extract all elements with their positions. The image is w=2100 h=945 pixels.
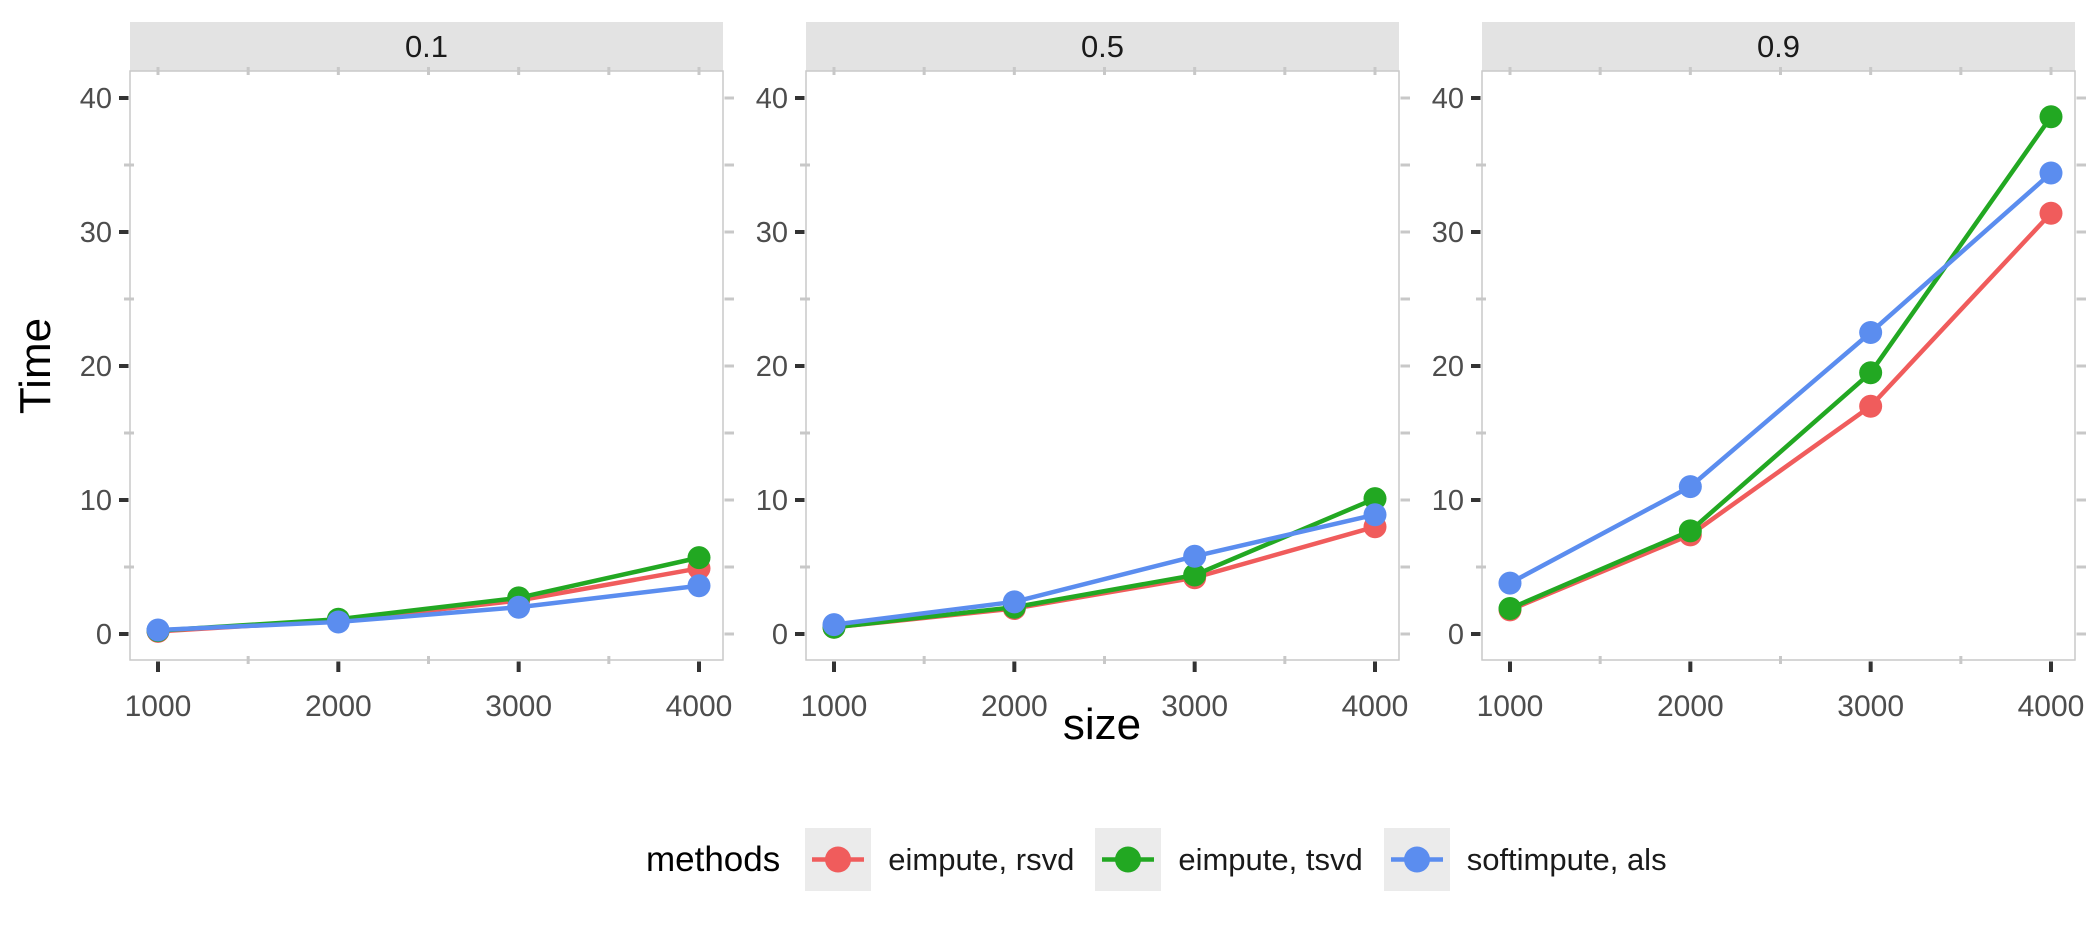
x-tick-label: 2000 — [1657, 690, 1724, 723]
series-softimpute-als — [822, 503, 1387, 637]
y-tick-label: 30 — [756, 217, 788, 249]
series-line — [157, 583, 700, 633]
x-tick-label: 4000 — [1342, 690, 1409, 723]
y-tick-label: 30 — [80, 217, 112, 249]
series-line — [1509, 115, 2053, 611]
series-line — [1509, 211, 2053, 612]
series-eimpute-tsvd — [1498, 105, 2063, 621]
legend-key-point — [1115, 846, 1142, 873]
y-tick-label: 40 — [1432, 83, 1464, 115]
x-tick-label: 4000 — [666, 690, 733, 723]
y-axis-title: Time — [11, 317, 60, 415]
x-tick-label: 1000 — [125, 690, 192, 723]
facet-0.1: 0.1 0 10 20 30 40 1000 2000 3000 4000 — [80, 22, 734, 723]
y-tick-label: 40 — [756, 83, 788, 115]
legend-key-point — [1403, 846, 1430, 873]
x-tick-label: 3000 — [1837, 690, 1904, 723]
data-point — [146, 618, 170, 642]
legend-item-eimpute-rsvd: eimpute, rsvd — [805, 828, 1074, 891]
data-point — [1002, 590, 1026, 614]
data-point — [507, 595, 531, 619]
data-point — [2039, 201, 2063, 225]
data-point — [687, 546, 711, 570]
y-tick-label: 0 — [1448, 619, 1464, 651]
y-tick-label: 10 — [80, 485, 112, 517]
panel-background — [1481, 70, 2076, 661]
y-tick-label: 40 — [80, 83, 112, 115]
data-point — [1859, 361, 1883, 385]
series-softimpute-als — [1498, 161, 2063, 595]
facet-0.5: 0.5 0 10 20 30 40 1000 2000 3000 4000 — [756, 22, 1410, 723]
y-tick-label: 20 — [1432, 351, 1464, 383]
data-point — [1859, 394, 1883, 418]
facet-strip-label: 0.5 — [1081, 29, 1124, 64]
data-point — [1678, 519, 1702, 543]
data-point — [1183, 563, 1207, 587]
data-point — [2039, 161, 2063, 185]
legend-item-eimpute-tsvd: eimpute, tsvd — [1095, 828, 1363, 891]
y-tick-label: 20 — [80, 351, 112, 383]
x-tick-label: 1000 — [1477, 690, 1544, 723]
series-line — [1508, 171, 2053, 586]
data-point — [687, 574, 711, 598]
x-tick-label: 2000 — [981, 690, 1048, 723]
legend-label: softimpute, als — [1466, 841, 1667, 877]
y-tick-label: 20 — [756, 351, 788, 383]
facet-strip-label: 0.9 — [1757, 29, 1800, 64]
legend-key-point — [825, 846, 852, 873]
data-point — [1363, 487, 1387, 511]
legend-label: eimpute, tsvd — [1178, 841, 1363, 877]
legend-title: methods — [646, 839, 781, 879]
data-point — [1859, 321, 1883, 344]
y-tick-label: 0 — [96, 619, 112, 651]
data-point — [1498, 597, 1522, 621]
facet-strip-label: 0.1 — [405, 29, 448, 64]
x-tick-label: 1000 — [801, 690, 868, 723]
legend: methods eimpute, rsvd eimpute, tsvd — [646, 828, 1667, 891]
y-tick-label: 30 — [1432, 217, 1464, 249]
facet-strip — [130, 22, 723, 71]
x-axis-title: size — [1062, 700, 1142, 749]
facet-strip — [1482, 22, 2075, 71]
data-point — [822, 613, 846, 637]
y-tick-label: 0 — [772, 619, 788, 651]
series-line — [833, 512, 1376, 627]
data-point — [326, 610, 350, 634]
data-point — [1363, 503, 1387, 527]
legend-item-softimpute-als: softimpute, als — [1383, 828, 1667, 891]
legend-key-softimpute-als — [1383, 828, 1450, 891]
facet-strip — [806, 22, 1399, 71]
legend-label: eimpute, rsvd — [888, 841, 1075, 877]
facet-0.9: 0.9 0 10 20 30 40 1000 2000 3000 4000 — [1432, 22, 2086, 723]
x-tick-label: 4000 — [2018, 690, 2085, 723]
legend-key-eimpute-tsvd — [1095, 828, 1162, 891]
y-tick-label: 10 — [756, 485, 788, 517]
panel-background — [805, 70, 1400, 661]
data-point — [1183, 544, 1207, 568]
series-softimpute-als — [146, 574, 711, 642]
data-point — [2039, 105, 2063, 129]
data-point — [1498, 571, 1522, 595]
legend-key-eimpute-rsvd — [805, 828, 872, 891]
x-tick-label: 2000 — [305, 690, 372, 723]
panel-background — [129, 70, 724, 661]
data-point — [1678, 475, 1702, 499]
x-tick-label: 3000 — [485, 690, 552, 723]
y-tick-label: 10 — [1432, 485, 1464, 517]
x-tick-label: 3000 — [1161, 690, 1228, 723]
